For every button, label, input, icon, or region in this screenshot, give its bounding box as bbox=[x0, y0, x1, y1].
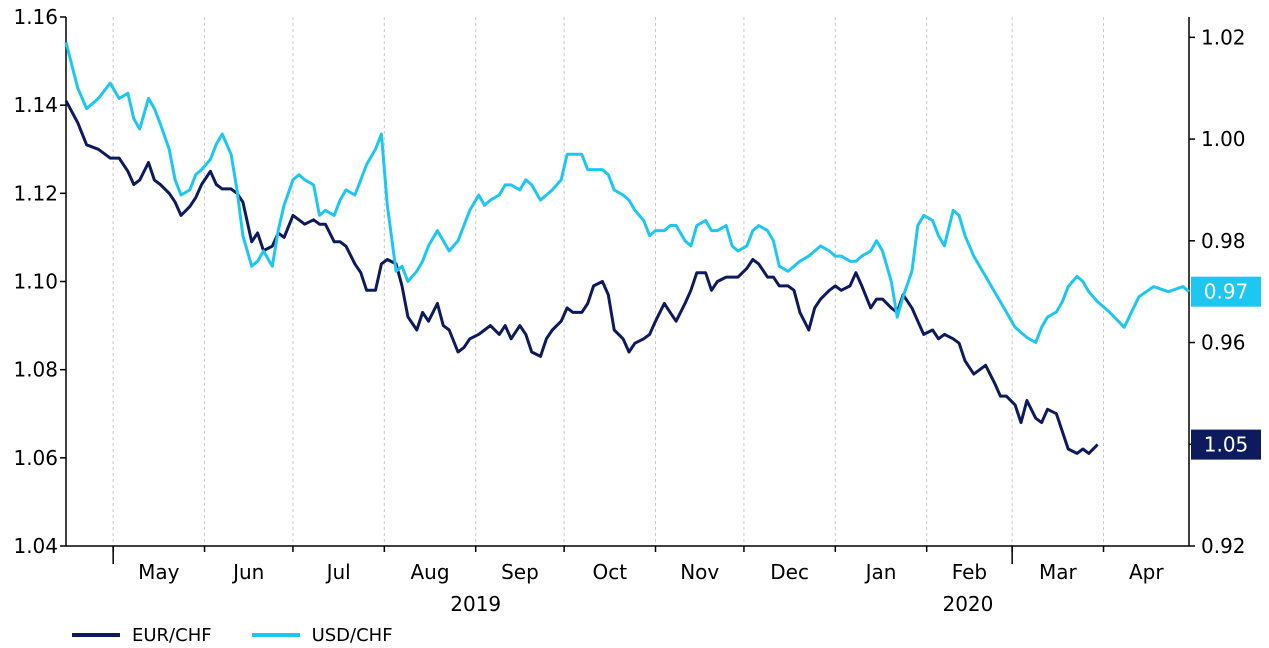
month-label: Feb bbox=[952, 560, 987, 584]
axes bbox=[65, 17, 1190, 564]
right-tick-label: 0.92 bbox=[1201, 534, 1246, 558]
legend-swatch bbox=[72, 633, 120, 637]
year-labels: 2019 2020 bbox=[450, 592, 993, 616]
end-value-text: 1.05 bbox=[1204, 433, 1249, 457]
right-tick-label: 0.98 bbox=[1201, 229, 1246, 253]
month-label: Jul bbox=[325, 560, 351, 584]
month-label: Sep bbox=[501, 560, 539, 584]
month-label: Jun bbox=[231, 560, 264, 584]
right-tick-label: 1.02 bbox=[1201, 25, 1246, 49]
series-line-usd-chf bbox=[64, 42, 1190, 344]
year-label: 2019 bbox=[450, 592, 501, 616]
end-value-label-usd-chf: 0.97 bbox=[1191, 276, 1261, 307]
left-tick-label: 1.16 bbox=[13, 5, 58, 29]
left-tick-label: 1.06 bbox=[13, 446, 58, 470]
month-label: Aug bbox=[410, 560, 449, 584]
month-label: May bbox=[138, 560, 180, 584]
year-label: 2020 bbox=[942, 592, 993, 616]
right-tick-label: 0.96 bbox=[1201, 331, 1246, 355]
month-label: Mar bbox=[1039, 560, 1078, 584]
end-value-badge bbox=[1191, 276, 1261, 307]
left-tick-label: 1.10 bbox=[13, 270, 58, 294]
month-label: Nov bbox=[680, 560, 719, 584]
left-tick-label: 1.12 bbox=[13, 181, 58, 205]
legend-item: EUR/CHF bbox=[72, 625, 212, 646]
month-label: Oct bbox=[593, 560, 628, 584]
month-label: Apr bbox=[1129, 560, 1164, 584]
end-value-label-eur-chf: 1.05 bbox=[1191, 429, 1261, 460]
right-tick-label: 1.00 bbox=[1201, 127, 1246, 151]
legend-item: USD/CHF bbox=[251, 624, 393, 646]
end-value-text: 0.97 bbox=[1204, 280, 1249, 304]
legend-label: USD/CHF bbox=[311, 624, 393, 646]
left-tick-label: 1.14 bbox=[13, 93, 58, 117]
legend-swatch bbox=[251, 633, 300, 637]
left-tick-label: 1.08 bbox=[13, 358, 58, 382]
end-value-badge bbox=[1191, 429, 1261, 460]
legend: EUR/CHF USD/CHF bbox=[72, 622, 393, 648]
left-tick-label: 1.04 bbox=[13, 534, 58, 558]
legend-label: EUR/CHF bbox=[132, 624, 212, 646]
series-layer bbox=[64, 42, 1190, 455]
series-line-eur-chf bbox=[64, 100, 1099, 455]
end-value-labels: 1.05 0.97 bbox=[1191, 276, 1261, 460]
month-labels: May Jun Jul Aug Sep Oct Nov Dec Jan Feb Mar Apr bbox=[138, 560, 1164, 584]
grid-lines bbox=[112, 17, 1105, 546]
left-axis-ticks: 1.04 1.06 1.08 1.10 1.12 1.14 1.16 bbox=[13, 5, 66, 558]
month-label: Dec bbox=[770, 560, 809, 584]
month-label: Jan bbox=[864, 560, 897, 584]
